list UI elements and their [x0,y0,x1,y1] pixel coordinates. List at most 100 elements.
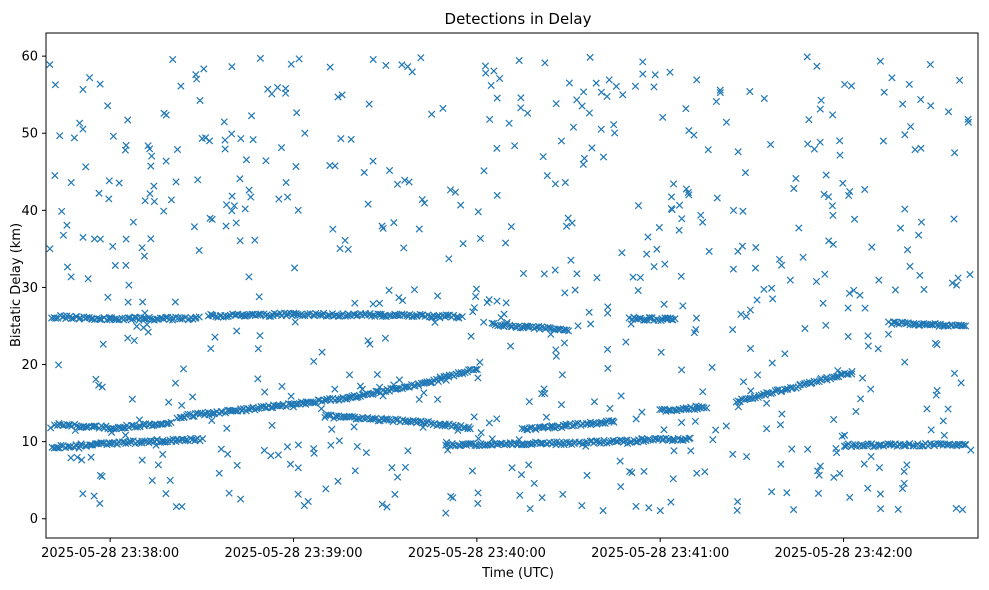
data-point-marker [350,423,358,431]
data-point-marker [444,446,452,454]
data-point-marker [593,437,601,445]
data-point-marker [458,313,466,321]
data-point-marker [87,453,95,461]
data-point-marker [729,206,738,215]
data-point-marker [493,415,501,423]
data-point-marker [526,505,534,513]
data-point-marker [179,365,188,373]
data-point-marker [428,110,436,118]
data-point-marker [458,369,467,378]
data-point-marker [741,169,750,177]
data-point-marker [737,310,745,318]
data-point-marker [268,421,276,429]
data-point-marker [294,441,303,449]
data-point-marker [421,378,429,387]
data-point-marker [415,225,423,233]
data-point-marker [564,214,572,222]
data-point-marker [122,261,130,269]
data-point-marker [474,489,482,497]
data-point-marker [599,153,608,161]
data-point-marker [588,144,596,152]
data-point-marker [950,215,958,223]
data-point-marker [317,405,326,413]
data-point-marker [640,467,648,476]
data-point-marker [628,468,636,477]
data-point-marker [604,364,612,372]
data-point-marker [417,54,425,62]
data-point-marker [79,85,87,94]
data-point-marker [582,419,591,428]
data-point-marker [777,261,786,269]
data-point-marker [599,506,607,515]
data-point-marker [198,435,207,443]
data-point-marker [282,312,291,320]
data-point-marker [364,337,372,345]
data-point-marker [778,410,786,418]
data-point-marker [51,81,60,89]
data-point-marker [734,403,743,411]
data-point-marker [733,497,742,506]
data-point-marker [852,407,860,416]
data-point-marker [328,425,336,433]
data-point-marker [289,403,298,411]
data-point-marker [506,342,515,350]
data-point-marker [54,361,63,369]
data-point-marker [685,126,693,135]
data-point-marker [898,318,907,326]
data-point-marker [667,498,675,506]
data-point-marker [817,96,825,104]
data-point-marker [767,284,776,292]
data-point-marker [369,415,377,423]
data-point-marker [515,436,523,444]
plot-frame [45,32,979,539]
data-point-marker [958,505,967,514]
data-point-marker [369,55,377,64]
data-point-marker [557,400,566,409]
y-tick-label: 50 [21,127,38,142]
data-point-marker [816,105,824,113]
data-point-marker [911,146,919,154]
data-point-marker [451,188,460,196]
data-point-marker [96,315,104,323]
data-point-marker [847,82,856,90]
data-point-marker [903,246,912,254]
data-point-marker [682,405,690,413]
data-point-marker [667,193,676,201]
data-point-marker [496,439,504,448]
data-point-marker [841,80,849,89]
data-point-marker [879,137,888,145]
data-point-marker [473,365,481,374]
data-point-marker [488,435,496,443]
data-point-marker [511,142,519,150]
data-point-marker [124,334,132,342]
data-point-marker [385,416,393,424]
data-point-marker [222,201,231,209]
data-point-marker [728,326,737,334]
data-point-marker [632,415,640,423]
data-point-marker [616,457,624,465]
data-point-marker [713,194,721,202]
data-point-marker [474,434,483,443]
data-point-marker [128,421,136,429]
data-point-marker [612,437,620,446]
data-point-marker [283,193,292,201]
data-point-marker [480,318,488,326]
data-point-marker [310,357,318,366]
data-point-marker [122,439,130,448]
data-point-marker [124,298,132,306]
data-point-marker [131,313,139,321]
data-point-marker [836,469,844,478]
data-point-marker [449,494,457,502]
data-point-marker [905,80,913,88]
data-point-marker [228,207,236,215]
data-point-marker [371,415,379,423]
data-point-marker [884,330,893,338]
data-point-marker [639,58,647,66]
data-point-marker [825,237,833,245]
data-point-marker [442,509,450,517]
data-point-marker [104,293,112,301]
data-point-marker [485,419,493,427]
data-point-marker [158,438,167,446]
data-point-marker [801,324,809,333]
data-point-marker [147,235,155,243]
